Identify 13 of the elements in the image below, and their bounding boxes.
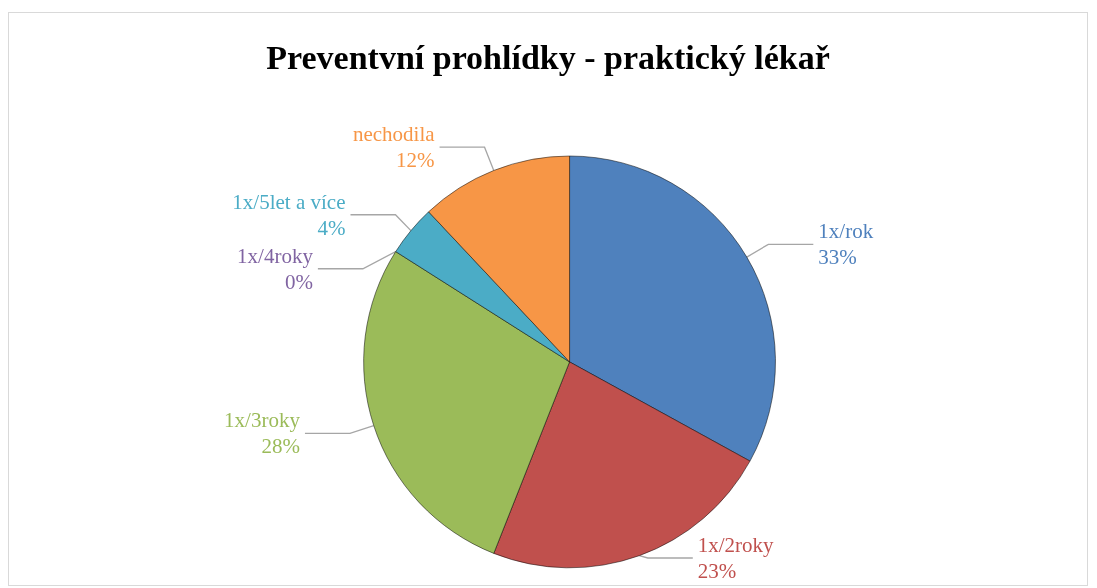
slice-label: nechodila (352, 122, 436, 147)
data-label: 4% (317, 215, 346, 240)
slice-label: 1x/2roky (697, 533, 775, 557)
data-label: 12% (396, 148, 435, 173)
chart-title: Preventvní prohlídky - praktický lékař (266, 38, 830, 76)
data-label: 23% (697, 559, 737, 583)
slice-label: 1x/3roky (224, 408, 301, 433)
data-label: 28% (261, 434, 300, 459)
text: 0% (284, 269, 313, 294)
slice-label: 1x/rok (818, 219, 874, 244)
legend-label: 1x/4roky (237, 243, 314, 268)
slice-label: 1x/5let a více (232, 189, 346, 214)
data-label: 33% (818, 245, 857, 270)
